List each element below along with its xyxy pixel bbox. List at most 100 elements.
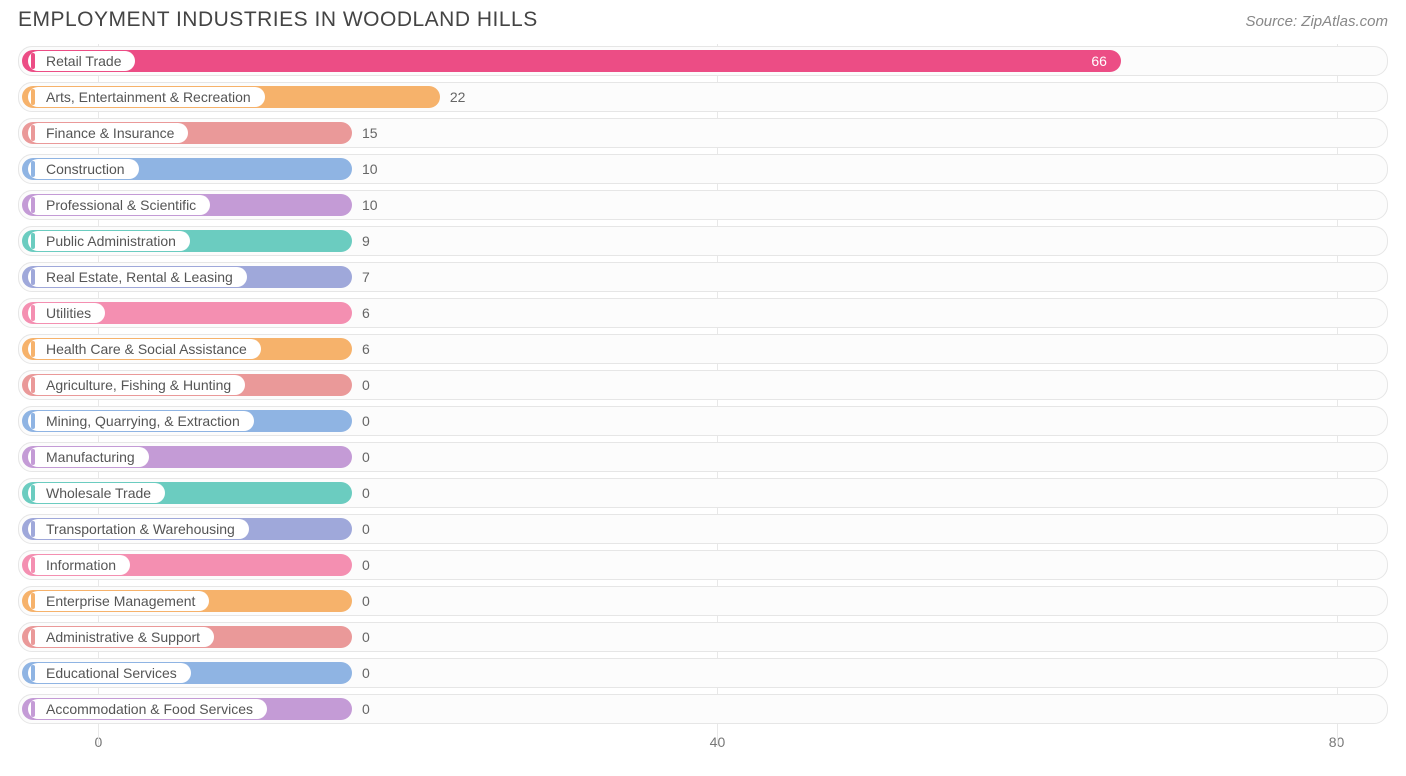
- bar-label-text: Accommodation & Food Services: [46, 701, 253, 717]
- bar-value: 10: [362, 197, 378, 213]
- bar-value: 0: [362, 593, 370, 609]
- bar-value: 66: [1091, 53, 1107, 69]
- bar-color-indicator: [31, 593, 35, 609]
- bar-label-text: Wholesale Trade: [46, 485, 151, 501]
- bar-label-pill: Accommodation & Food Services: [28, 699, 267, 719]
- chart-source: Source: ZipAtlas.com: [1245, 13, 1388, 30]
- bar-label-text: Public Administration: [46, 233, 176, 249]
- bar-chart: Retail Trade66Arts, Entertainment & Recr…: [0, 46, 1406, 724]
- bar-label-pill: Construction: [28, 159, 139, 179]
- bar-color-indicator: [31, 485, 35, 501]
- bar-color-indicator: [31, 233, 35, 249]
- bar-label-pill: Administrative & Support: [28, 627, 214, 647]
- bar-value: 22: [450, 89, 466, 105]
- bar-label-text: Administrative & Support: [46, 629, 200, 645]
- bar-color-indicator: [31, 269, 35, 285]
- bar-color-indicator: [31, 557, 35, 573]
- bar-row: Construction 10: [18, 154, 1388, 184]
- bar-color-indicator: [31, 413, 35, 429]
- bar-value: 0: [362, 629, 370, 645]
- bar-value: 0: [362, 665, 370, 681]
- bar-label-pill: Educational Services: [28, 663, 191, 683]
- bar-label-pill: Retail Trade: [28, 51, 135, 71]
- bar-row: Information 0: [18, 550, 1388, 580]
- bar-label-pill: Information: [28, 555, 130, 575]
- bar-row: Public Administration 9: [18, 226, 1388, 256]
- bar-color-indicator: [31, 377, 35, 393]
- bar-value: 0: [362, 413, 370, 429]
- bar-color-indicator: [31, 125, 35, 141]
- bar-row: Finance & Insurance 15: [18, 118, 1388, 148]
- bar-label-pill: Health Care & Social Assistance: [28, 339, 261, 359]
- bar-value: 7: [362, 269, 370, 285]
- bar-value: 0: [362, 449, 370, 465]
- bar-color-indicator: [31, 521, 35, 537]
- bar-row: Administrative & Support 0: [18, 622, 1388, 652]
- bar-label-text: Transportation & Warehousing: [46, 521, 235, 537]
- bar-value: 6: [362, 305, 370, 321]
- bar-label-pill: Professional & Scientific: [28, 195, 210, 215]
- bar-label-text: Manufacturing: [46, 449, 135, 465]
- bar-label-text: Health Care & Social Assistance: [46, 341, 247, 357]
- bar-label-text: Retail Trade: [46, 53, 121, 69]
- bar-label-text: Arts, Entertainment & Recreation: [46, 89, 251, 105]
- bar-label-text: Real Estate, Rental & Leasing: [46, 269, 233, 285]
- x-axis: 04080: [18, 730, 1388, 758]
- bar-row: Health Care & Social Assistance 6: [18, 334, 1388, 364]
- bar-label-pill: Agriculture, Fishing & Hunting: [28, 375, 245, 395]
- bar-color-indicator: [31, 197, 35, 213]
- bar-label-pill: Transportation & Warehousing: [28, 519, 249, 539]
- bar-color-indicator: [31, 161, 35, 177]
- bar-color-indicator: [31, 665, 35, 681]
- bar-row: Mining, Quarrying, & Extraction 0: [18, 406, 1388, 436]
- bar-label-text: Construction: [46, 161, 125, 177]
- bar-row: Enterprise Management 0: [18, 586, 1388, 616]
- bar-label-pill: Public Administration: [28, 231, 190, 251]
- bar-label-text: Educational Services: [46, 665, 177, 681]
- bar-label-text: Information: [46, 557, 116, 573]
- bar-value: 0: [362, 557, 370, 573]
- bar-value: 10: [362, 161, 378, 177]
- bar-label-text: Agriculture, Fishing & Hunting: [46, 377, 231, 393]
- bar-row: Wholesale Trade 0: [18, 478, 1388, 508]
- bar-label-pill: Wholesale Trade: [28, 483, 165, 503]
- bar-row: Accommodation & Food Services 0: [18, 694, 1388, 724]
- bar-label-text: Enterprise Management: [46, 593, 195, 609]
- bar-label-text: Finance & Insurance: [46, 125, 174, 141]
- chart-header: EMPLOYMENT INDUSTRIES IN WOODLAND HILLS …: [0, 0, 1406, 46]
- bar-value: 15: [362, 125, 378, 141]
- bar-fill: [22, 50, 1121, 72]
- bar-color-indicator: [31, 629, 35, 645]
- bar-color-indicator: [31, 53, 35, 69]
- bar-label-pill: Enterprise Management: [28, 591, 209, 611]
- bar-row: Agriculture, Fishing & Hunting 0: [18, 370, 1388, 400]
- bar-value: 6: [362, 341, 370, 357]
- bar-color-indicator: [31, 341, 35, 357]
- bar-label-pill: Manufacturing: [28, 447, 149, 467]
- chart-title: EMPLOYMENT INDUSTRIES IN WOODLAND HILLS: [18, 8, 538, 32]
- bar-label-pill: Finance & Insurance: [28, 123, 188, 143]
- bar-row: Educational Services 0: [18, 658, 1388, 688]
- bar-label-pill: Arts, Entertainment & Recreation: [28, 87, 265, 107]
- bar-row: Arts, Entertainment & Recreation 22: [18, 82, 1388, 112]
- bar-row: Real Estate, Rental & Leasing 7: [18, 262, 1388, 292]
- bar-value: 0: [362, 521, 370, 537]
- bar-label-text: Utilities: [46, 305, 91, 321]
- bar-label-text: Mining, Quarrying, & Extraction: [46, 413, 240, 429]
- bar-label-text: Professional & Scientific: [46, 197, 196, 213]
- bar-row: Retail Trade 66: [18, 46, 1388, 76]
- bar-color-indicator: [31, 449, 35, 465]
- bar-color-indicator: [31, 701, 35, 717]
- bar-value: 0: [362, 485, 370, 501]
- bar-row: Utilities 6: [18, 298, 1388, 328]
- bar-row: Manufacturing 0: [18, 442, 1388, 472]
- bar-color-indicator: [31, 305, 35, 321]
- bar-value: 9: [362, 233, 370, 249]
- bar-label-pill: Mining, Quarrying, & Extraction: [28, 411, 254, 431]
- bar-label-pill: Real Estate, Rental & Leasing: [28, 267, 247, 287]
- bar-color-indicator: [31, 89, 35, 105]
- bar-row: Professional & Scientific 10: [18, 190, 1388, 220]
- bar-label-pill: Utilities: [28, 303, 105, 323]
- bar-value: 0: [362, 377, 370, 393]
- bar-value: 0: [362, 701, 370, 717]
